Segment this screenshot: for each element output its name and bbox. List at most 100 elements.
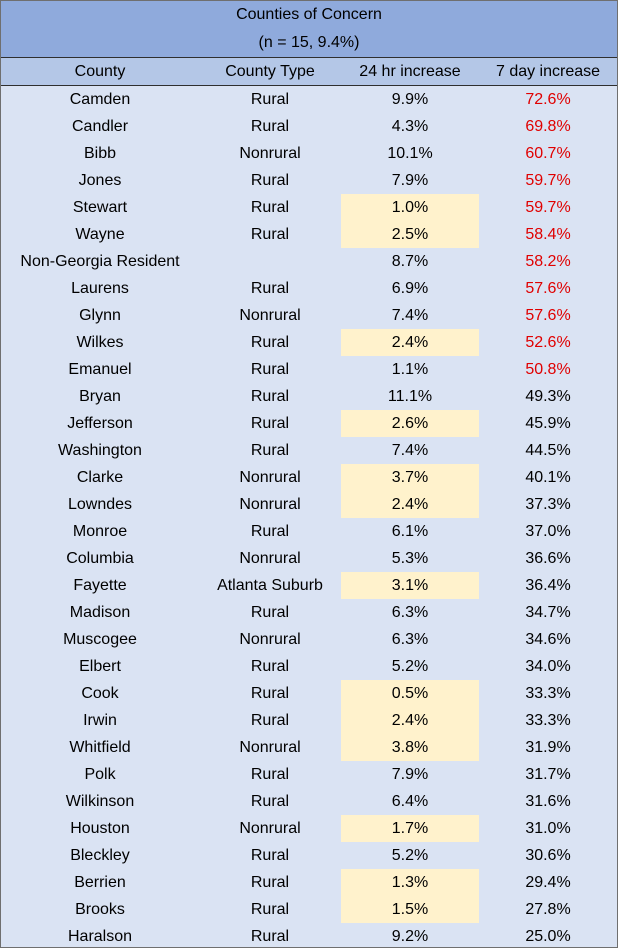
table-subtitle: (n = 15, 9.4%) [258,34,360,51]
county-cell: Bleckley [70,847,130,864]
county-type-cell: Rural [250,847,290,864]
increase-7day-cell: 33.3% [525,712,571,729]
county-type-cell: Rural [250,226,290,243]
increase-7day-cell: 58.4% [525,226,571,243]
increase-7day-cell: 34.6% [525,631,571,648]
county-cell: Fayette [73,577,127,594]
increase-7day-cell: 37.0% [525,523,571,540]
increase-7day-cell: 33.3% [525,685,571,702]
increase-7day-cell: 37.3% [525,496,571,513]
table-row: Monroe Rural 6.1% 37.0% [1,518,617,545]
table-row: Berrien Rural 1.3% 29.4% [1,869,617,896]
increase-7day-cell: 57.6% [525,280,571,297]
increase-24hr-cell: 4.3% [391,118,429,135]
increase-24hr-cell: 7.9% [391,766,429,783]
county-type-cell: Rural [250,604,290,621]
table-title-block: Counties of Concern (n = 15, 9.4%) [1,1,617,58]
county-type-cell: Atlanta Suburb [217,577,323,594]
table-body: Camden Rural 9.9% 72.6% Candler Rural 4.3% 69.8… [1,86,617,947]
increase-24hr-cell: 9.2% [391,928,429,945]
table-row: Lowndes Nonrural 2.4% 37.3% [1,491,617,518]
table-row: Houston Nonrural 1.7% 31.0% [1,815,617,842]
county-type-cell: Rural [250,523,290,540]
county-cell: Columbia [66,550,134,567]
increase-7day-cell: 31.7% [525,766,571,783]
table-row: Jones Rural 7.9% 59.7% [1,167,617,194]
county-type-cell: Rural [250,793,290,810]
table-row: Whitfield Nonrural 3.8% 31.9% [1,734,617,761]
increase-7day-cell: 72.6% [525,91,571,108]
increase-7day-cell: 49.3% [525,388,571,405]
increase-7day-cell: 34.0% [525,658,571,675]
increase-24hr-cell: 7.9% [391,172,429,189]
county-type-cell: Rural [250,712,290,729]
county-type-cell: Rural [250,280,290,297]
county-cell: Berrien [74,874,126,891]
county-type-cell: Nonrural [239,739,301,756]
county-cell: Elbert [79,658,121,675]
increase-24hr-cell: 6.3% [391,631,429,648]
county-type-cell: Rural [250,199,290,216]
increase-24hr-cell: 1.7% [341,815,479,842]
increase-24hr-cell: 8.7% [391,253,429,270]
increase-24hr-cell: 7.4% [391,307,429,324]
county-cell: Bibb [83,145,117,162]
county-cell: Stewart [72,199,128,216]
increase-7day-cell: 27.8% [525,901,571,918]
increase-24hr-cell: 3.7% [341,464,479,491]
increase-24hr-cell: 2.4% [341,329,479,356]
county-cell: Houston [70,820,130,837]
increase-7day-cell: 40.1% [525,469,571,486]
increase-7day-cell: 57.6% [525,307,571,324]
county-cell: Bryan [79,388,121,405]
county-type-cell: Nonrural [239,820,301,837]
table-row: Bryan Rural 11.1% 49.3% [1,383,617,410]
county-type-cell: Nonrural [239,469,301,486]
county-type-cell: Rural [250,658,290,675]
increase-7day-cell: 45.9% [525,415,571,432]
increase-7day-cell: 31.9% [525,739,571,756]
increase-7day-cell: 36.6% [525,550,571,567]
increase-24hr-cell: 3.8% [341,734,479,761]
table-row: Irwin Rural 2.4% 33.3% [1,707,617,734]
increase-24hr-cell: 2.4% [341,491,479,518]
increase-7day-cell: 31.6% [525,793,571,810]
table-row: Stewart Rural 1.0% 59.7% [1,194,617,221]
county-cell: Muscogee [63,631,137,648]
increase-24hr-cell: 3.1% [341,572,479,599]
table-row: Camden Rural 9.9% 72.6% [1,86,617,113]
table-row: Polk Rural 7.9% 31.7% [1,761,617,788]
county-type-cell: Nonrural [239,631,301,648]
county-cell: Lowndes [67,496,133,513]
increase-24hr-cell: 1.5% [341,896,479,923]
increase-24hr-cell: 0.5% [341,680,479,707]
table-row: Wilkes Rural 2.4% 52.6% [1,329,617,356]
county-type-cell: Nonrural [239,496,301,513]
county-type-cell: Rural [250,766,290,783]
county-cell: Laurens [71,280,129,297]
county-cell: Cook [81,685,119,702]
county-cell: Glynn [79,307,121,324]
increase-7day-cell: 60.7% [525,145,571,162]
county-cell: Clarke [76,469,124,486]
county-type-cell: Rural [250,901,290,918]
county-cell: Brooks [75,901,125,918]
table-row: Elbert Rural 5.2% 34.0% [1,653,617,680]
increase-7day-cell: 52.6% [525,334,571,351]
increase-7day-cell: 69.8% [525,118,571,135]
table-row: Wayne Rural 2.5% 58.4% [1,221,617,248]
county-cell: Camden [69,91,131,108]
table-row: Laurens Rural 6.9% 57.6% [1,275,617,302]
county-type-cell: Rural [250,361,290,378]
county-cell: Non-Georgia Resident [20,253,180,270]
table-row: Haralson Rural 9.2% 25.0% [1,923,617,947]
increase-7day-cell: 59.7% [525,172,571,189]
county-cell: Washington [58,442,142,459]
county-cell: Wayne [75,226,125,243]
increase-7day-cell: 50.8% [525,361,571,378]
county-cell: Whitfield [69,739,131,756]
increase-24hr-cell: 10.1% [387,145,433,162]
table-row: Bleckley Rural 5.2% 30.6% [1,842,617,869]
table-row: Brooks Rural 1.5% 27.8% [1,896,617,923]
